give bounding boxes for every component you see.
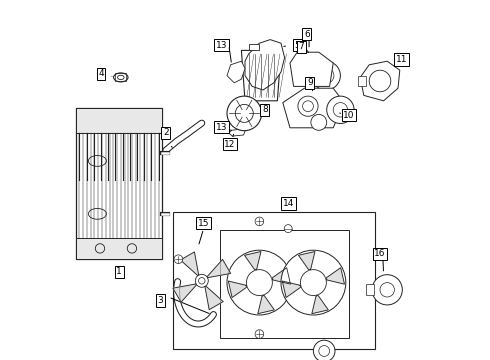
Text: 4: 4 (98, 69, 104, 78)
Text: 7: 7 (298, 42, 304, 51)
Polygon shape (228, 281, 246, 297)
Text: 8: 8 (262, 105, 268, 114)
Bar (76, 108, 162, 133)
Circle shape (372, 275, 402, 305)
Bar (358, 76, 367, 86)
Text: 16: 16 (374, 249, 386, 258)
Circle shape (246, 270, 272, 296)
Polygon shape (326, 268, 344, 284)
Text: 10: 10 (343, 111, 355, 120)
Polygon shape (205, 286, 223, 310)
Polygon shape (207, 260, 231, 278)
Circle shape (298, 96, 318, 116)
Circle shape (369, 70, 391, 92)
Text: 13: 13 (216, 41, 227, 50)
Text: 5: 5 (294, 41, 300, 50)
Text: 6: 6 (304, 30, 310, 39)
Text: 14: 14 (283, 199, 294, 208)
Bar (173, 212, 374, 349)
Circle shape (311, 114, 327, 130)
Circle shape (174, 255, 183, 264)
Circle shape (255, 330, 264, 338)
Circle shape (303, 101, 314, 112)
Text: 15: 15 (198, 219, 209, 228)
Circle shape (281, 250, 346, 315)
Circle shape (196, 274, 208, 287)
Circle shape (235, 104, 253, 122)
Polygon shape (180, 252, 198, 276)
Polygon shape (242, 50, 281, 101)
Bar (76, 108, 162, 259)
Polygon shape (283, 88, 344, 128)
Circle shape (227, 96, 262, 131)
Bar (220, 230, 349, 338)
Bar (366, 284, 373, 295)
Circle shape (319, 346, 330, 356)
Text: 13: 13 (216, 123, 227, 132)
Circle shape (314, 340, 335, 360)
Bar (76, 238, 162, 259)
Text: 11: 11 (396, 55, 407, 64)
Bar (116, 73, 126, 81)
Circle shape (198, 278, 205, 284)
Circle shape (333, 103, 347, 117)
Polygon shape (272, 268, 291, 284)
Polygon shape (282, 281, 301, 297)
Polygon shape (360, 61, 400, 101)
Polygon shape (258, 296, 274, 314)
Text: 12: 12 (224, 140, 236, 149)
Text: 3: 3 (157, 296, 163, 305)
Polygon shape (245, 252, 261, 270)
Circle shape (300, 270, 326, 296)
Polygon shape (245, 40, 285, 90)
Polygon shape (227, 61, 245, 83)
Circle shape (312, 61, 341, 90)
Circle shape (380, 283, 394, 297)
Circle shape (227, 250, 292, 315)
Polygon shape (173, 284, 196, 302)
Circle shape (284, 225, 292, 233)
Polygon shape (290, 52, 333, 86)
Text: 2: 2 (163, 129, 169, 138)
Text: 9: 9 (307, 78, 313, 87)
Circle shape (318, 68, 334, 84)
Polygon shape (298, 252, 315, 270)
Text: 1: 1 (116, 267, 122, 276)
Circle shape (255, 217, 264, 226)
Polygon shape (312, 296, 328, 314)
Bar (248, 44, 259, 50)
Polygon shape (229, 129, 245, 136)
Circle shape (327, 96, 354, 123)
